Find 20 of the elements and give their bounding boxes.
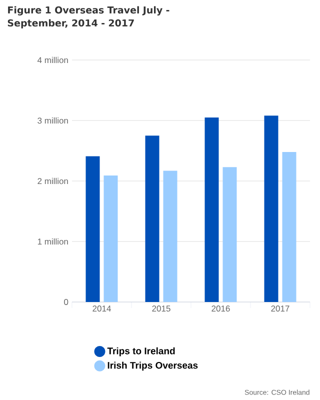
y-tick-label: 2 million: [38, 178, 68, 184]
bar: [282, 152, 296, 302]
bar: [204, 117, 219, 302]
x-tick-label: 2016: [212, 306, 230, 312]
y-tick-label: 0: [64, 298, 68, 305]
bar: [145, 136, 160, 302]
y-tick-label: 4 million: [37, 56, 68, 64]
bar: [86, 156, 100, 302]
bar: [264, 116, 278, 302]
x-tick-label: 2015: [152, 306, 170, 312]
bar: [104, 176, 118, 302]
bar: [222, 167, 237, 302]
y-tick-label: 3 million: [38, 117, 68, 124]
legend-label: Trips to Ireland: [107, 347, 175, 356]
bar: [163, 170, 178, 302]
x-tick-label: 2017: [271, 306, 290, 312]
y-tick-label: 1 million: [38, 238, 68, 245]
x-tick-label: 2014: [92, 306, 111, 312]
legend-label: Irish Trips Overseas: [108, 362, 198, 371]
chart-title: Figure 1 Overseas Travel July - September, 2014 - 2017: [8, 6, 170, 28]
